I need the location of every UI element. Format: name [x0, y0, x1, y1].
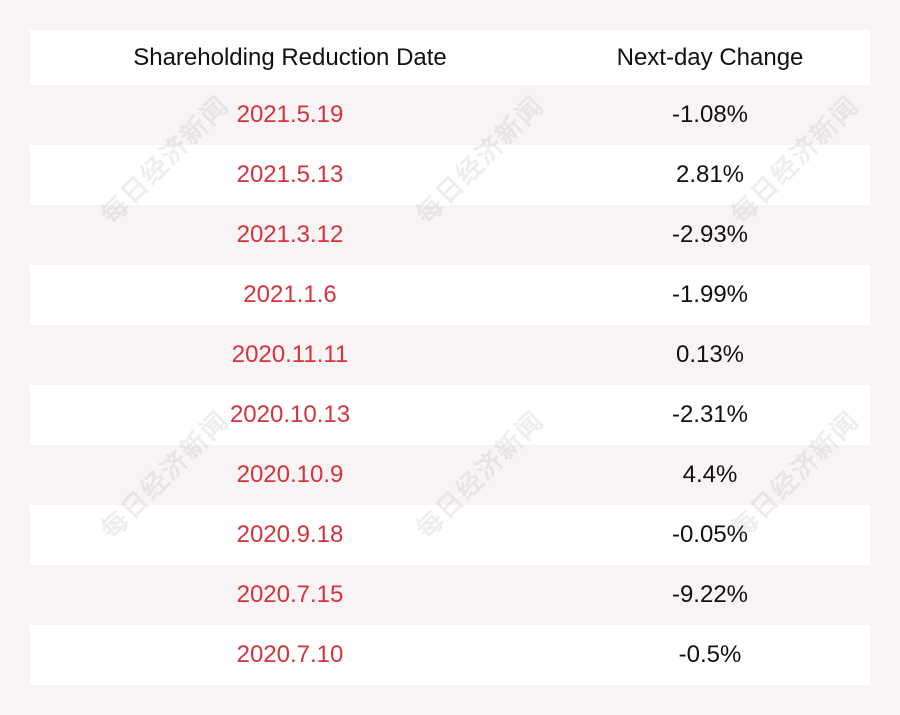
change-cell: -0.05% [671, 521, 749, 548]
table-row: 2021.1.6 -1.99% [30, 265, 870, 325]
change-cell: 0.13% [675, 341, 745, 368]
table-row: 2020.10.9 4.4% [30, 445, 870, 505]
date-cell: 2020.10.13 [229, 401, 351, 428]
change-cell: -2.93% [671, 221, 749, 248]
date-cell: 2020.11.11 [231, 341, 349, 368]
change-cell: 2.81% [675, 161, 745, 188]
change-cell: -9.22% [671, 581, 749, 608]
change-cell: 4.4% [682, 461, 738, 488]
data-table: Shareholding Reduction Date Next-day Cha… [30, 30, 870, 685]
date-cell: 2021.3.12 [236, 221, 344, 248]
date-cell: 2021.5.13 [236, 161, 344, 188]
table-row: 2021.3.12 -2.93% [30, 205, 870, 265]
date-cell: 2021.5.19 [236, 101, 344, 128]
date-cell: 2020.7.10 [236, 641, 344, 668]
header-change: Next-day Change [616, 43, 804, 71]
change-cell: -0.5% [678, 641, 742, 668]
table-row: 2021.5.13 2.81% [30, 145, 870, 205]
header-date: Shareholding Reduction Date [133, 43, 447, 71]
date-cell: 2021.1.6 [243, 281, 337, 308]
table-row: 2021.5.19 -1.08% [30, 85, 870, 145]
table-row: 2020.10.13 -2.31% [30, 385, 870, 445]
table-body: 2021.5.19 -1.08% 2021.5.13 2.81% 2021.3.12 -2… [30, 85, 870, 685]
table-row: 2020.9.18 -0.05% [30, 505, 870, 565]
date-cell: 2020.7.15 [236, 581, 344, 608]
table-row: 2020.11.11 0.13% [30, 325, 870, 385]
table-row: 2020.7.10 -0.5% [30, 625, 870, 685]
table-row: 2020.7.15 -9.22% [30, 565, 870, 625]
date-cell: 2020.10.9 [236, 461, 344, 488]
change-cell: -1.08% [671, 101, 749, 128]
change-cell: -1.99% [671, 281, 749, 308]
table-header-row: Shareholding Reduction Date Next-day Cha… [30, 30, 870, 85]
date-cell: 2020.9.18 [236, 521, 344, 548]
change-cell: -2.31% [671, 401, 749, 428]
